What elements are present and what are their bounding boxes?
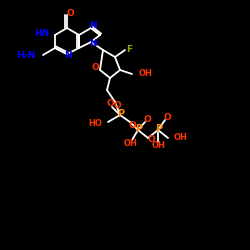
Text: O: O: [128, 120, 136, 130]
Text: OH: OH: [174, 132, 188, 141]
Text: O: O: [147, 136, 155, 144]
Text: N: N: [89, 22, 97, 30]
Text: N: N: [64, 50, 72, 59]
Text: HO: HO: [88, 118, 102, 128]
Text: O: O: [66, 10, 74, 18]
Text: O: O: [106, 100, 114, 108]
Text: OH: OH: [152, 142, 166, 150]
Text: N: N: [89, 40, 97, 48]
Text: P: P: [156, 124, 162, 134]
Text: OH: OH: [139, 68, 153, 78]
Text: O: O: [143, 114, 151, 124]
Text: OH: OH: [124, 140, 138, 148]
Text: O: O: [113, 100, 121, 110]
Text: O: O: [163, 112, 171, 122]
Text: P: P: [136, 124, 142, 134]
Text: F: F: [126, 44, 132, 54]
Text: HN: HN: [34, 28, 49, 38]
Text: O: O: [91, 64, 99, 72]
Text: P: P: [118, 109, 124, 119]
Text: H₂N: H₂N: [16, 50, 35, 59]
